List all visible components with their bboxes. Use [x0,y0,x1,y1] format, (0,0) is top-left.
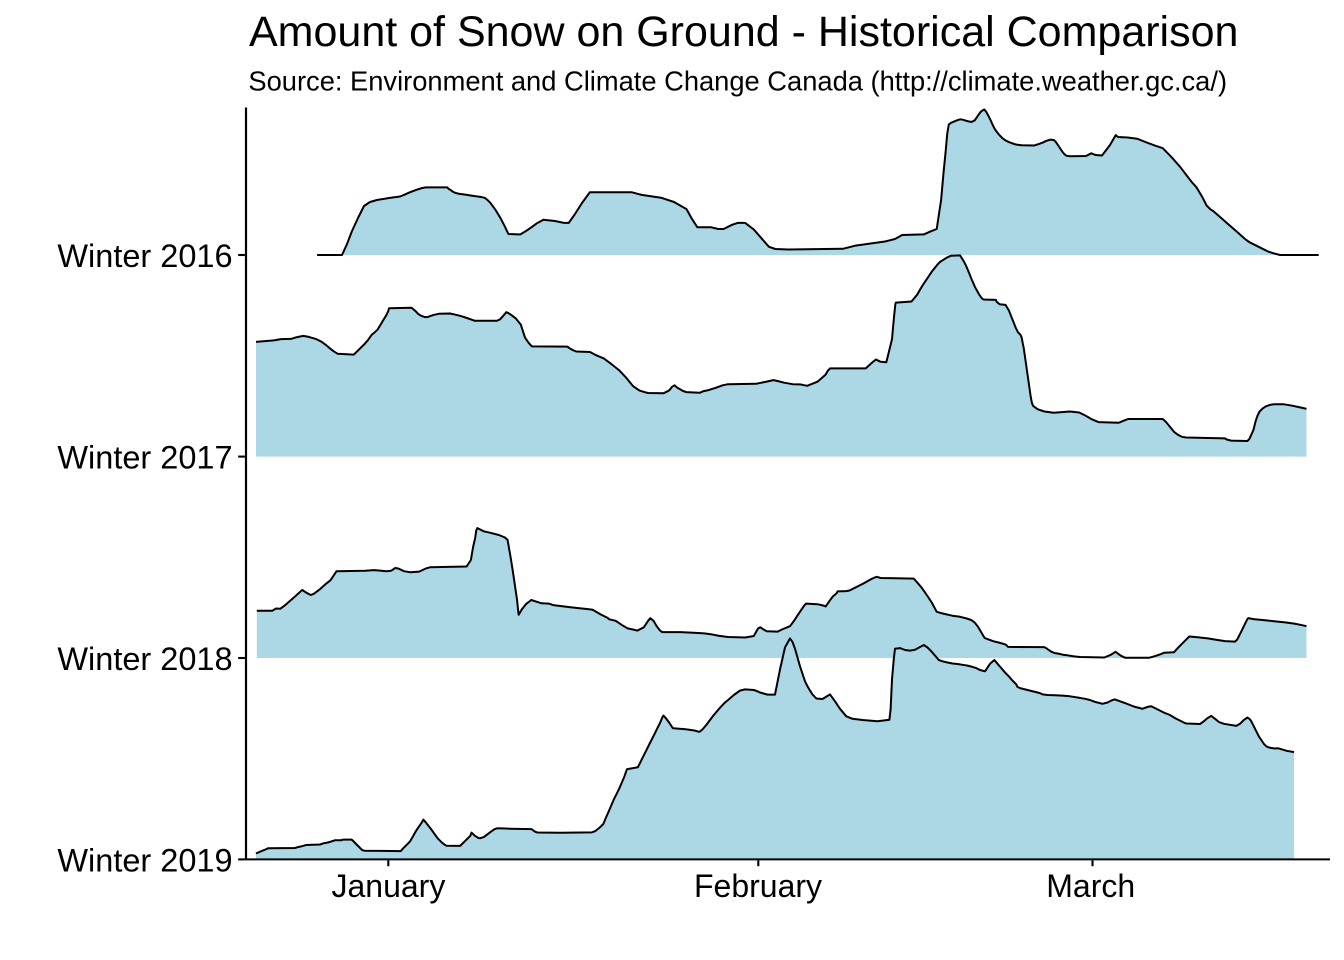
svg-text:January: January [331,868,445,904]
svg-text:Winter 2019: Winter 2019 [57,843,232,879]
svg-text:Source: Environment and Climat: Source: Environment and Climate Change C… [248,65,1227,96]
svg-text:Amount of Snow on Ground - His: Amount of Snow on Ground - Historical Co… [249,8,1238,56]
svg-text:Winter 2016: Winter 2016 [57,238,232,274]
svg-text:Winter 2017: Winter 2017 [57,439,232,475]
svg-text:March: March [1046,868,1135,904]
svg-text:February: February [694,868,822,904]
svg-text:Winter 2018: Winter 2018 [57,641,232,677]
